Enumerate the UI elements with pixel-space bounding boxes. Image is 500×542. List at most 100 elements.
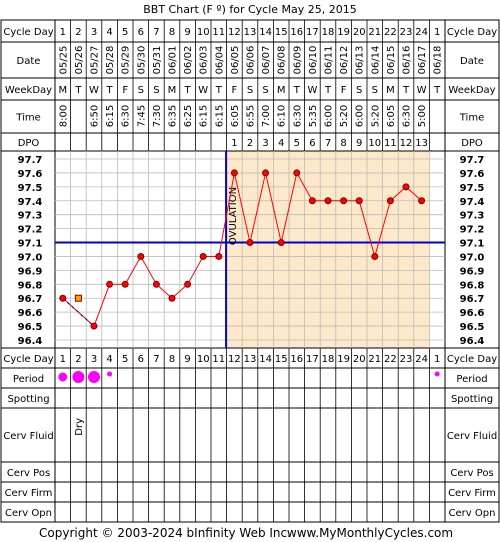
date-cell: 06/11 — [324, 46, 335, 75]
row-label-dpo: DPO — [18, 138, 40, 149]
time-cell: 6:15 — [214, 105, 225, 127]
dpo-cell: 8 — [340, 138, 346, 149]
date-cell: 06/14 — [370, 46, 381, 75]
temp-tick-right: 96.9 — [460, 266, 485, 277]
temp-line-segment — [374, 200, 391, 257]
temp-point — [90, 322, 98, 330]
temp-point — [215, 252, 223, 260]
weekday-cell: T — [402, 85, 410, 96]
time-cell: 6:00 — [324, 105, 335, 127]
temp-point — [386, 197, 394, 205]
temp-line-segment — [358, 200, 376, 257]
row-label-cerv_opn: Cerv Opn — [5, 508, 52, 519]
time-cell: 6:15 — [199, 105, 210, 127]
row-label-spotting-right: Spotting — [451, 394, 493, 405]
temp-tick-right: 97.7 — [460, 155, 485, 166]
date-cell: 06/07 — [261, 46, 272, 75]
row-label-cycle_day: Cycle Day — [3, 354, 53, 365]
temp-tick-left: 96.4 — [18, 336, 43, 347]
weekday-cell: M — [277, 85, 286, 96]
dpo-cell: 6 — [309, 138, 315, 149]
luteal-phase-background — [226, 151, 430, 348]
date-cell: 05/30 — [136, 46, 147, 75]
cycle-day-cell-bottom: 14 — [259, 354, 272, 365]
temp-point — [418, 197, 426, 205]
temp-line-segment — [280, 172, 298, 243]
weekday-cell: M — [58, 85, 67, 96]
time-cell: 6:05 — [230, 105, 241, 127]
row-label-spotting: Spotting — [7, 394, 49, 405]
cycle-day-cell: 2 — [75, 27, 81, 38]
weekday-cell: S — [356, 85, 362, 96]
temp-line-segment — [124, 256, 142, 285]
weekday-cell: F — [232, 85, 238, 96]
cycle-day-cell: 16 — [290, 27, 303, 38]
temp-tick-left: 97.2 — [18, 225, 43, 236]
temp-point — [262, 169, 270, 177]
cycle-day-cell: 9 — [184, 27, 190, 38]
time-cell: 6:55 — [246, 105, 257, 127]
time-cell: 7:45 — [136, 105, 147, 127]
row-label-cerv_opn-right: Cerv Opn — [449, 508, 496, 519]
weekday-cell: T — [106, 85, 114, 96]
temp-point — [106, 280, 114, 288]
row-label-cerv_firm-right: Cerv Firm — [448, 488, 496, 499]
period-marker — [88, 371, 100, 383]
time-cell: 6:25 — [183, 105, 194, 127]
cycle-day-cell: 10 — [197, 27, 210, 38]
temp-point — [59, 294, 67, 302]
cycle-day-cell: 17 — [306, 27, 319, 38]
cerv-fluid-cell: Dry — [74, 418, 85, 436]
dpo-cell: 10 — [368, 138, 381, 149]
cycle-day-cell-bottom: 19 — [337, 354, 350, 365]
date-cell: 06/16 — [402, 46, 413, 75]
cycle-day-cell: 7 — [153, 27, 159, 38]
period-marker — [434, 371, 440, 377]
date-cell: 06/01 — [168, 46, 179, 75]
data-cells: 1105/25M8:002205/26TDry3305/27W6:504405/… — [58, 27, 444, 436]
temp-tick-right: 97.6 — [460, 169, 485, 180]
weekday-cell: S — [153, 85, 159, 96]
cycle-day-cell-bottom: 11 — [212, 354, 225, 365]
temp-tick-left: 97.0 — [18, 252, 43, 263]
temp-tick-right: 96.4 — [460, 336, 485, 347]
cycle-day-cell-bottom: 22 — [384, 354, 397, 365]
footer-site[interactable]: www.MyMonthlyCycles.com — [287, 526, 453, 540]
cycle-day-cell-bottom: 10 — [197, 354, 210, 365]
temp-tick-left: 97.7 — [18, 155, 43, 166]
temperature-series — [59, 169, 426, 330]
date-cell: 06/17 — [417, 46, 428, 75]
cycle-day-cell: 21 — [368, 27, 381, 38]
cycle-day-cell-bottom: 21 — [368, 354, 381, 365]
temp-tick-left: 97.4 — [18, 197, 43, 208]
dpo-cell: 4 — [278, 138, 284, 149]
date-cell: 06/12 — [339, 46, 350, 75]
time-cell: 7:30 — [152, 105, 163, 127]
date-cell: 06/05 — [230, 46, 241, 75]
cycle-day-cell-bottom: 9 — [184, 354, 190, 365]
cycle-day-cell: 18 — [322, 27, 335, 38]
temp-line-segment — [265, 172, 282, 243]
weekday-cell: W — [417, 85, 427, 96]
time-cell: 8:00 — [58, 105, 69, 127]
date-cell: 05/29 — [121, 46, 132, 75]
cycle-day-cell-bottom: 2 — [75, 354, 81, 365]
row-label-weekday: WeekDay — [5, 85, 52, 96]
row-label-cycle_day: Cycle Day — [3, 27, 53, 38]
temp-tick-left: 96.8 — [18, 280, 43, 291]
date-cell: 06/13 — [355, 46, 366, 75]
cycle-day-cell: 20 — [353, 27, 366, 38]
cycle-day-cell-bottom: 20 — [353, 354, 366, 365]
weekday-cell: S — [247, 85, 253, 96]
cycle-day-cell-bottom: 4 — [106, 354, 112, 365]
temp-tick-right: 97.4 — [460, 197, 485, 208]
cycle-day-cell: 14 — [259, 27, 272, 38]
temp-tick-left: 97.6 — [18, 169, 43, 180]
cycle-day-cell-bottom: 7 — [153, 354, 159, 365]
time-cell: 6:35 — [168, 105, 179, 127]
weekday-cell: T — [293, 85, 301, 96]
period-marker — [72, 371, 85, 383]
row-label-period: Period — [13, 374, 44, 385]
cycle-day-cell-bottom: 24 — [415, 354, 428, 365]
cycle-day-cell: 15 — [275, 27, 288, 38]
